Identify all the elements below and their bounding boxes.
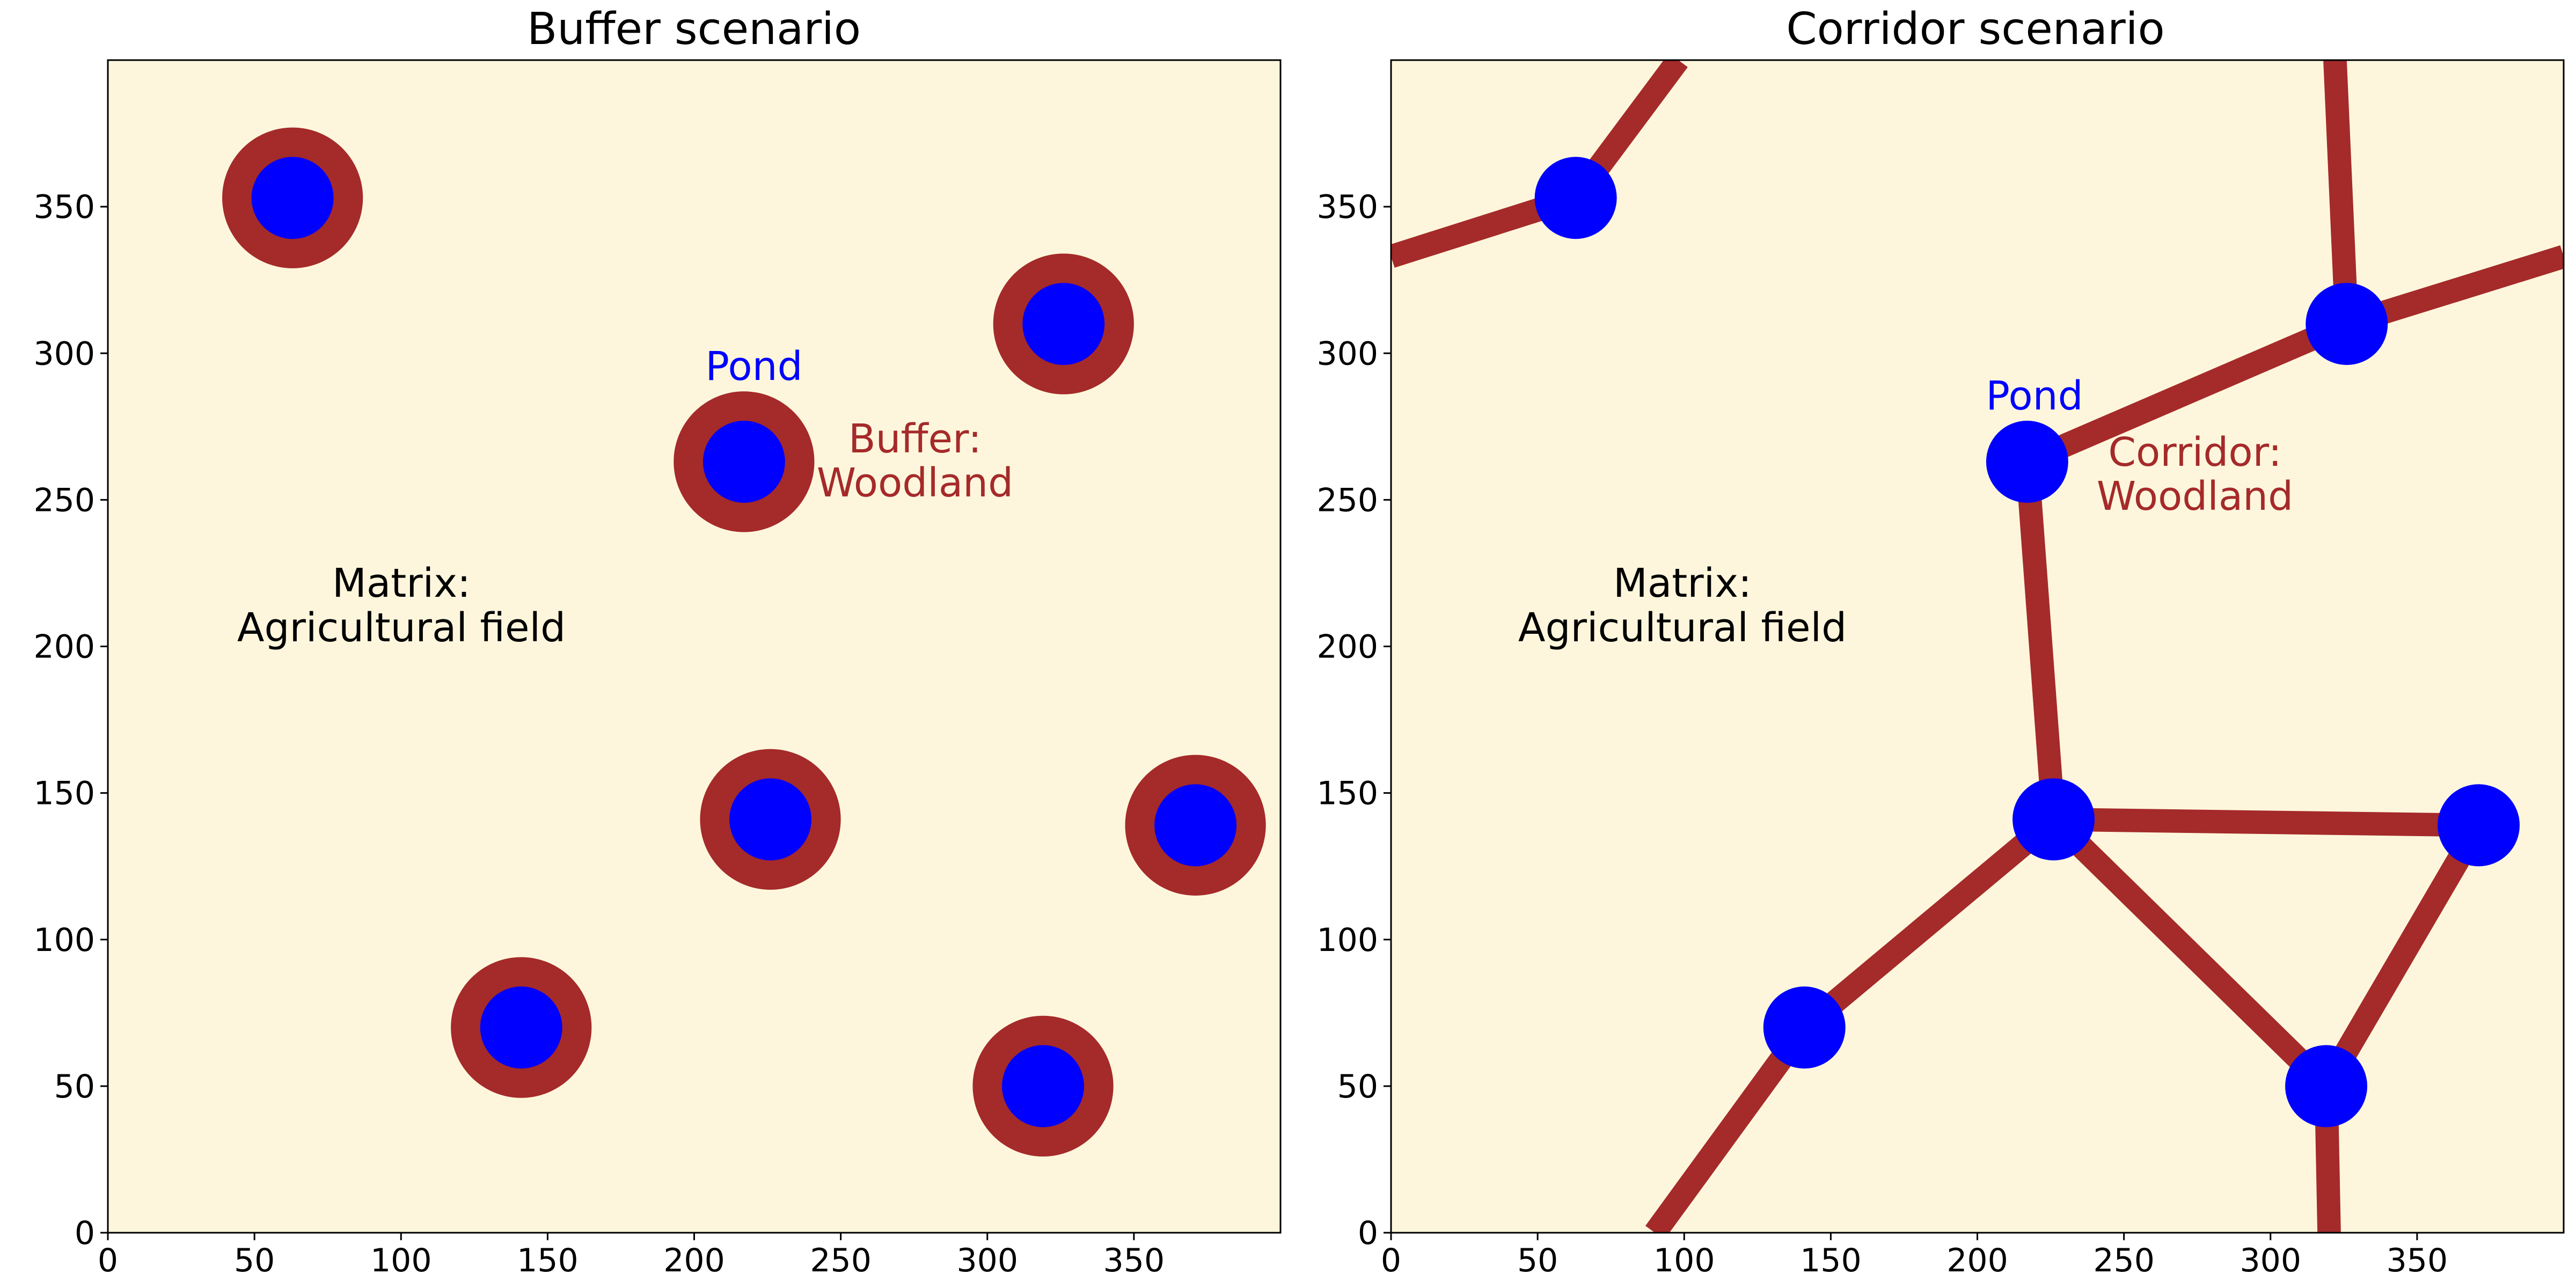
- pond: [1022, 283, 1105, 365]
- buffer-scenario-panel: Buffer scenario 0 50 100 150 200 250 300 350 0 50…: [33, 4, 1282, 1279]
- y-tick-label: 200: [33, 628, 95, 666]
- pond: [1534, 157, 1617, 239]
- corridor-panel-title: Corridor scenario: [1786, 4, 2164, 55]
- y-tick-label: 50: [1337, 1068, 1378, 1106]
- y-tick-label: 350: [33, 188, 95, 226]
- x-tick-label: 150: [1800, 1242, 1862, 1279]
- corridor-segment: [2022, 313, 2352, 473]
- matrix-label-line1: Matrix:: [1613, 560, 1752, 606]
- y-tick-label: 100: [1316, 921, 1378, 959]
- woodland-label-line2: Woodland: [2097, 473, 2293, 519]
- y-tick-label: 350: [1316, 188, 1378, 226]
- matrix-label-line1: Matrix:: [332, 560, 471, 606]
- y-tick-label: 200: [1316, 628, 1378, 666]
- y-tick-label: 250: [1316, 481, 1378, 519]
- buffer-annotations: Pond Buffer: Woodland Matrix: Agricultur…: [237, 343, 1013, 651]
- pond: [1763, 986, 1846, 1069]
- woodland-label-line1: Corridor:: [2108, 429, 2281, 475]
- y-tick-label: 300: [33, 335, 95, 372]
- x-tick-label: 350: [1103, 1242, 1165, 1279]
- x-tick-label: 200: [663, 1242, 725, 1279]
- y-tick-label: 250: [33, 481, 95, 519]
- y-tick-label: 100: [33, 921, 95, 959]
- buffer-landscape: [222, 127, 1266, 1157]
- x-tick-label: 250: [810, 1242, 872, 1279]
- pond: [702, 420, 785, 503]
- pond: [2306, 283, 2388, 365]
- corridor-segment: [1797, 810, 2061, 1037]
- pond: [2012, 778, 2095, 861]
- x-tick-label: 350: [2387, 1242, 2448, 1279]
- corridor-segment: [2323, 60, 2359, 325]
- y-tick-label: 0: [75, 1214, 95, 1252]
- y-tick-label: 150: [1316, 775, 1378, 813]
- y-tick-label: 300: [1316, 335, 1378, 372]
- corridor-annotations: Pond Corridor: Woodland Matrix: Agricult…: [1518, 373, 2293, 651]
- matrix-label-line2: Agricultural field: [1518, 605, 1847, 651]
- x-tick-label: 50: [1517, 1242, 1558, 1279]
- corridor-scenario-panel: Corridor scenario 0 50 100 150 200 250 300 3500…: [1316, 4, 2565, 1279]
- x-tick-label: 100: [370, 1242, 432, 1279]
- pond: [480, 986, 562, 1069]
- x-tick-label: 250: [2093, 1242, 2155, 1279]
- pond-label: Pond: [705, 343, 802, 390]
- buffer-panel-title: Buffer scenario: [527, 4, 861, 55]
- x-tick-label: 300: [956, 1242, 1018, 1279]
- y-tick-label: 0: [1358, 1214, 1378, 1252]
- pond-label: Pond: [1986, 373, 2083, 419]
- x-tick-label: 0: [1381, 1242, 1401, 1279]
- corridor-plot-area: 0 50 100 150 200 250 300 350 0 50 100 150 200 250 300 3…: [1316, 59, 2565, 1279]
- pond: [1154, 784, 1237, 867]
- buffer-plot-area: 0 50 100 150 200 250 300 350 0 50 100 150 200 250 300 3…: [33, 59, 1282, 1279]
- x-tick-label: 50: [234, 1242, 275, 1279]
- matrix-label-line2: Agricultural field: [237, 605, 566, 651]
- corridor-segment: [2053, 807, 2479, 837]
- pond: [251, 157, 334, 239]
- corridor-segment: [2045, 811, 2334, 1095]
- corridor-landscape: [1391, 60, 2564, 1233]
- pond: [1986, 420, 2068, 503]
- corridor-segment: [1645, 1020, 1814, 1233]
- x-tick-label: 0: [98, 1242, 118, 1279]
- woodland-label-line1: Buffer:: [848, 416, 982, 462]
- corridor-segment: [2015, 460, 2066, 821]
- x-tick-label: 100: [1653, 1242, 1715, 1279]
- pond: [2285, 1045, 2368, 1128]
- pond: [729, 778, 811, 861]
- x-tick-label: 300: [2240, 1242, 2301, 1279]
- x-tick-label: 200: [1946, 1242, 2008, 1279]
- pond: [2438, 784, 2520, 867]
- y-tick-label: 150: [33, 775, 95, 813]
- woodland-label-line2: Woodland: [817, 460, 1013, 506]
- pond: [1002, 1045, 1085, 1128]
- corridor-segment: [2316, 819, 2489, 1092]
- y-tick-label: 50: [54, 1068, 95, 1106]
- x-tick-label: 150: [517, 1242, 579, 1279]
